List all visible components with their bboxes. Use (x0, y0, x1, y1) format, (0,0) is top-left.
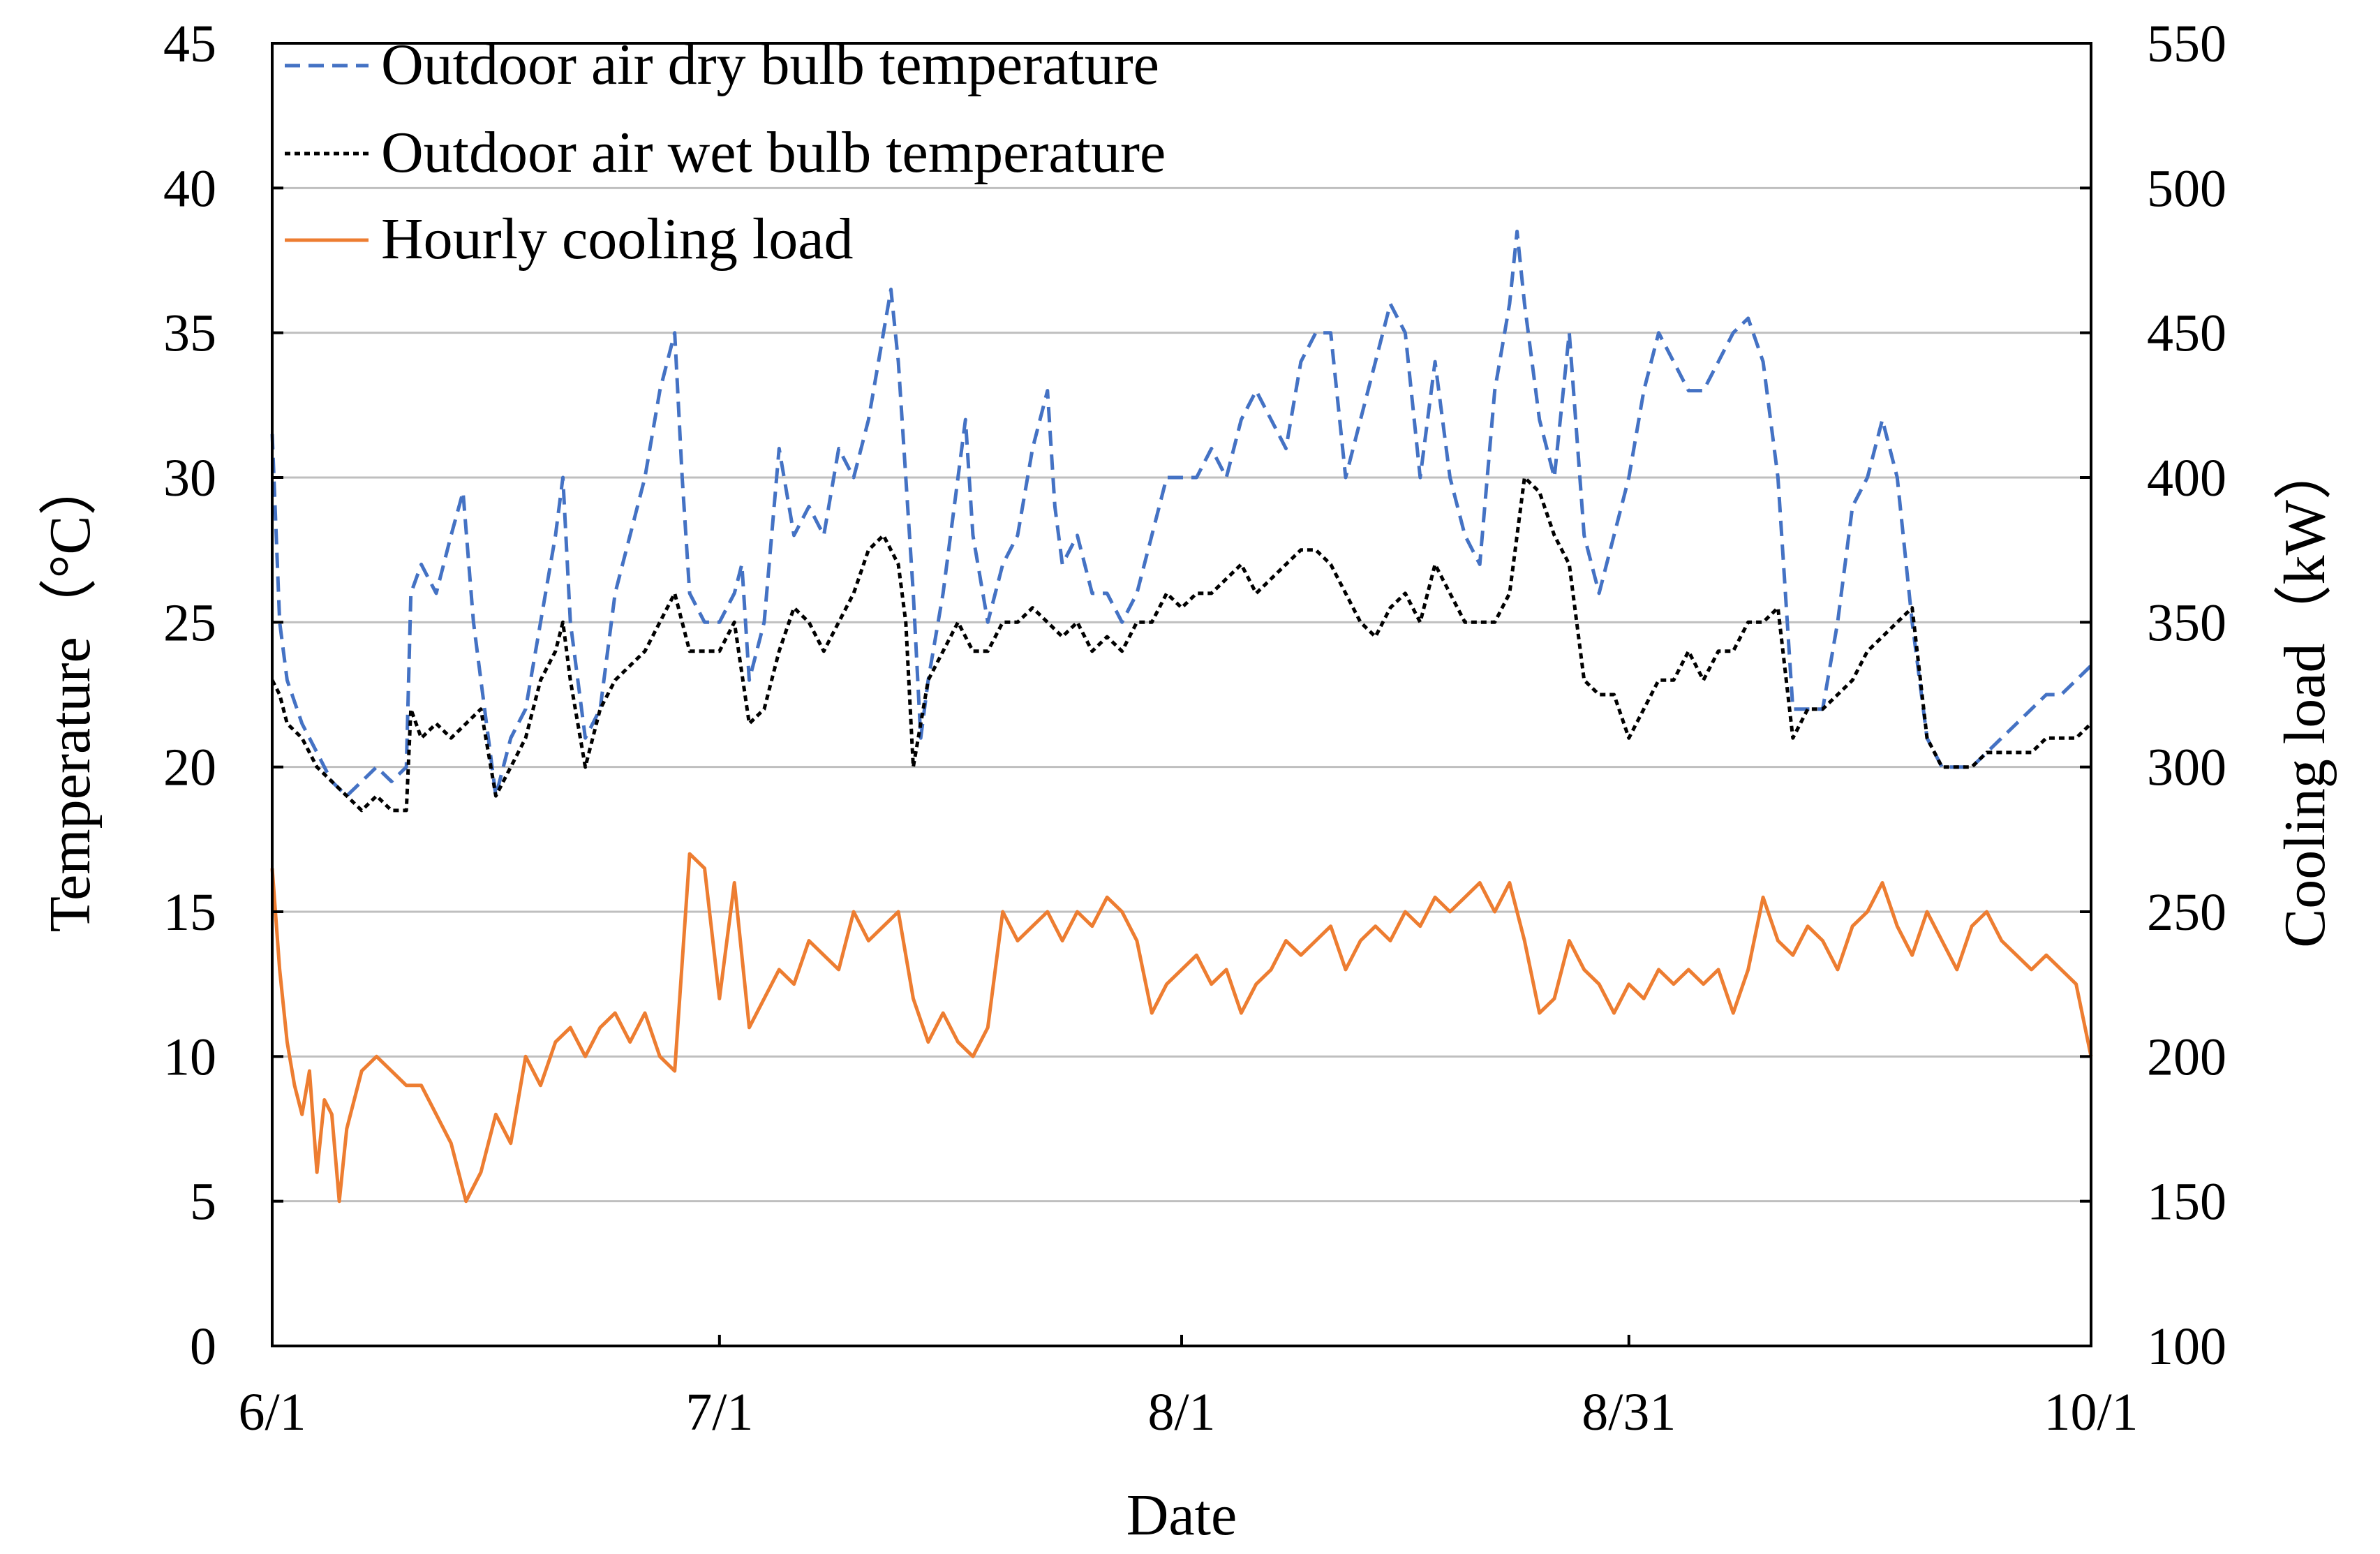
y-right-tick-label: 500 (2147, 159, 2226, 218)
y-right-tick-label: 100 (2147, 1317, 2226, 1376)
y-left-tick-label: 45 (163, 15, 216, 73)
y-left-tick-label: 15 (163, 883, 216, 942)
x-tick-label: 10/1 (2044, 1383, 2138, 1442)
legend: Outdoor air dry bulb temperature Outdoor… (285, 32, 1166, 272)
y-right-tick-label: 350 (2147, 593, 2226, 652)
x-axis-title: Date (1126, 1483, 1237, 1548)
y-right-tick-label: 550 (2147, 15, 2226, 73)
series-line-1 (270, 475, 2092, 813)
legend-label-dry-bulb: Outdoor air dry bulb temperature (381, 32, 1159, 97)
y-axis-left-title: Temperature（°C） (38, 457, 103, 933)
grid-lines (272, 186, 2091, 1203)
y-axis-right-title: Cooling load（kW） (2273, 441, 2337, 948)
y-right-tick-label: 400 (2147, 449, 2226, 508)
series-line-2 (270, 852, 2093, 1204)
y-left-tick-label: 0 (190, 1317, 216, 1376)
y-right-tick-label: 200 (2147, 1028, 2226, 1086)
y-left-tick-label: 40 (163, 159, 216, 218)
axis-ticks: 0 5 10 15 20 25 30 35 40 45 100 150 200 250 300 350 400 4… (163, 15, 2226, 1442)
y-right-tick-label: 150 (2147, 1173, 2226, 1231)
x-tick-label: 6/1 (238, 1383, 306, 1442)
x-tick-label: 8/1 (1147, 1383, 1215, 1442)
series-layer (270, 230, 2093, 1204)
y-left-tick-label: 30 (163, 449, 216, 508)
y-right-tick-label: 250 (2147, 883, 2226, 942)
x-tick-label: 7/1 (685, 1383, 753, 1442)
y-left-tick-label: 35 (163, 304, 216, 363)
legend-label-wet-bulb: Outdoor air wet bulb temperature (381, 120, 1166, 185)
legend-label-cooling-load: Hourly cooling load (381, 207, 854, 272)
y-left-tick-label: 20 (163, 739, 216, 797)
series-line-0 (270, 230, 2092, 798)
y-left-tick-label: 10 (163, 1028, 216, 1086)
x-tick-label: 8/31 (1582, 1383, 1676, 1442)
y-left-tick-label: 25 (163, 593, 216, 652)
y-right-tick-label: 450 (2147, 304, 2226, 363)
y-left-tick-label: 5 (190, 1173, 216, 1231)
y-right-tick-label: 300 (2147, 739, 2226, 797)
